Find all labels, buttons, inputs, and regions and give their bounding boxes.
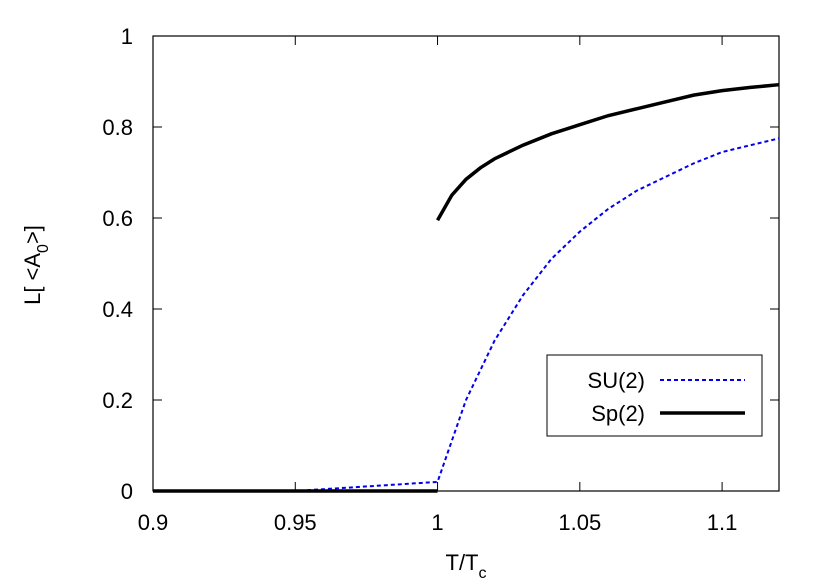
x-tick-label: 0.9 <box>138 510 169 535</box>
y-axis-label: L[ <A0>] <box>20 225 52 305</box>
y-label-end: >] <box>20 225 45 244</box>
plot-frame <box>152 35 780 492</box>
x-tick-label: 1 <box>431 510 443 535</box>
series-line <box>153 137 780 492</box>
x-label-sub: c <box>479 565 487 581</box>
y-tick-label: 1 <box>121 24 133 49</box>
legend-label: SU(2) <box>588 368 645 393</box>
legend-label: Sp(2) <box>591 401 645 426</box>
legend-box <box>546 354 763 437</box>
y-label-main: L[ <A <box>20 253 45 305</box>
x-axis-label: T/Tc <box>446 550 487 581</box>
y-tick-label: 0.8 <box>102 115 133 140</box>
series-line <box>153 82 780 493</box>
x-label-main: T/T <box>446 550 479 575</box>
y-tick-label: 0 <box>121 479 133 504</box>
x-tick-label: 1.1 <box>707 510 738 535</box>
y-tick-label: 0.6 <box>102 206 133 231</box>
y-label-sub: 0 <box>35 244 52 253</box>
x-tick-label: 0.95 <box>274 510 317 535</box>
y-tick-label: 0.2 <box>102 388 133 413</box>
y-tick-label: 0.4 <box>102 297 133 322</box>
x-tick-label: 1.05 <box>558 510 601 535</box>
